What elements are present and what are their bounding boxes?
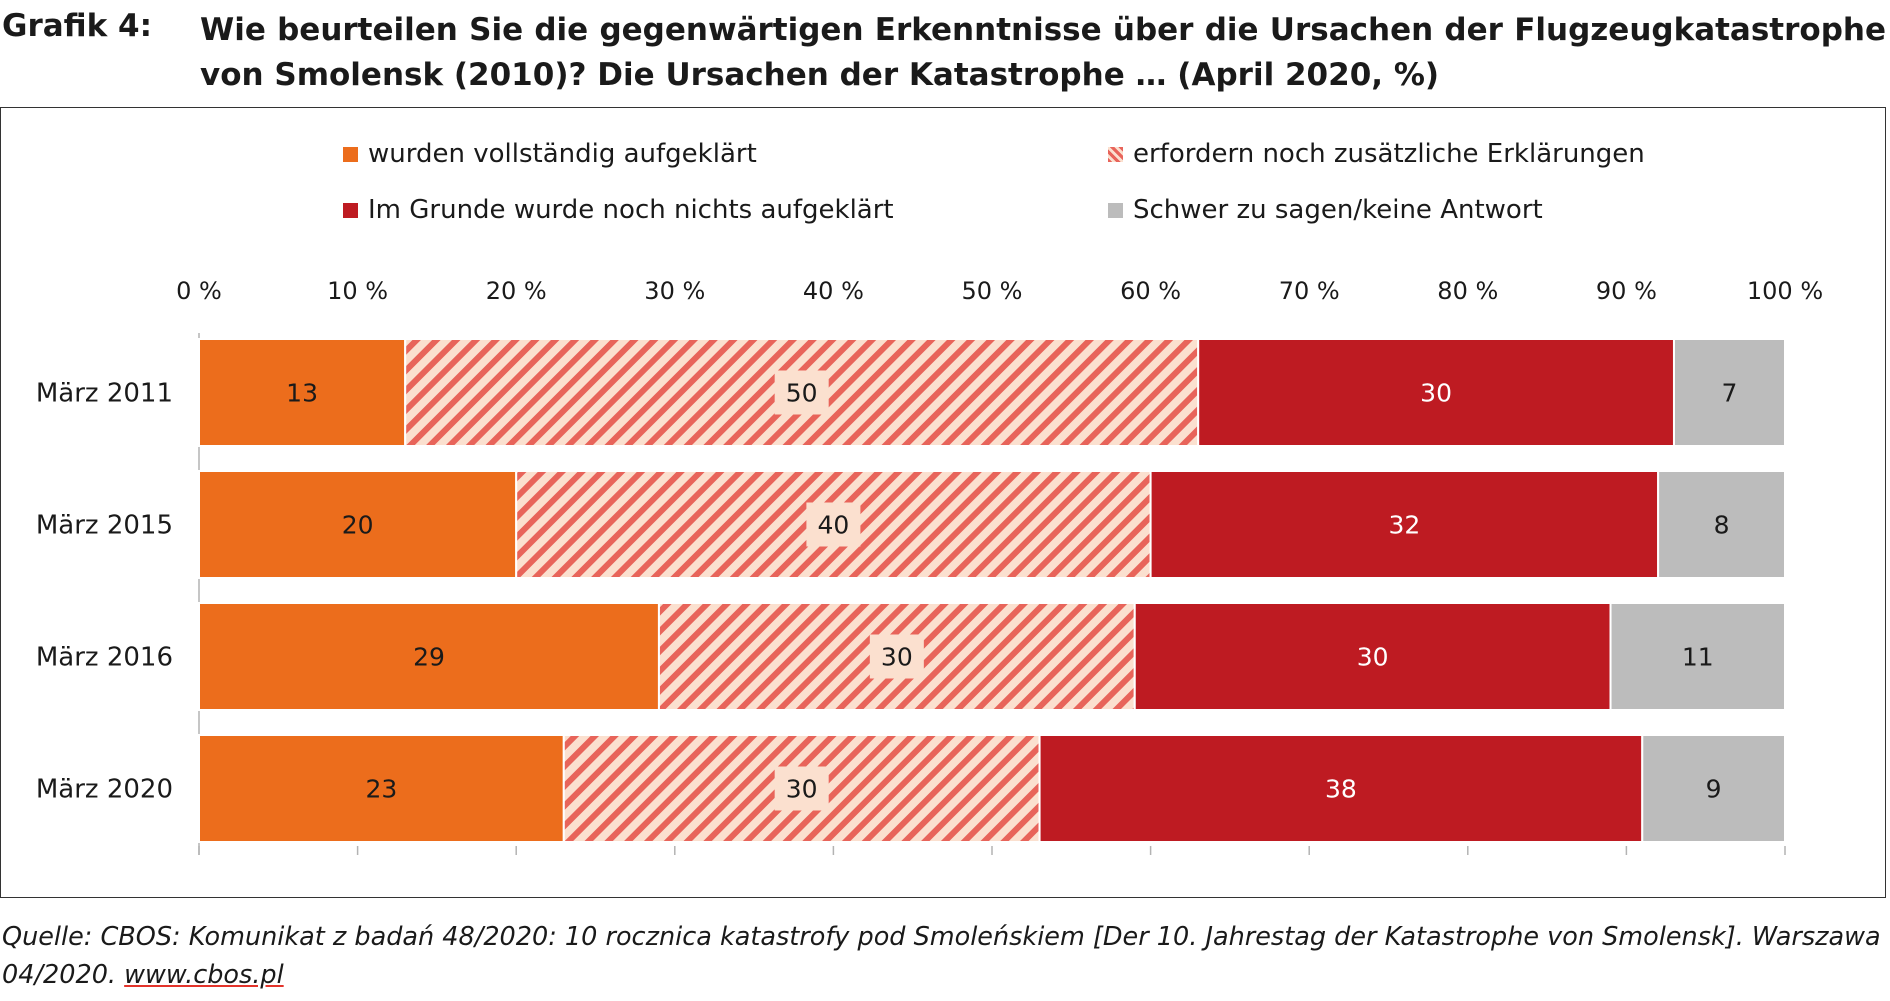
bar-segment (562, 734, 1041, 843)
data-label: 29 (413, 643, 445, 672)
legend-label: wurden vollständig aufgeklärt (368, 139, 757, 169)
bar-segment (198, 470, 518, 579)
bar-segment (1133, 602, 1612, 711)
bar-segment (198, 734, 565, 843)
x-tick-label: 40 % (803, 277, 864, 305)
data-label: 32 (1388, 511, 1420, 540)
data-label: 50 (786, 379, 818, 408)
data-label: 23 (365, 775, 397, 804)
data-label-background (869, 634, 924, 679)
legend-item-fully-explained: wurden vollständig aufgeklärt (343, 139, 757, 169)
x-tick-label: 80 % (1437, 277, 1498, 305)
bar-segment (1038, 734, 1644, 843)
source-text: Quelle: CBOS: Komunikat z badań 48/2020:… (2, 922, 1881, 990)
x-tick-label: 10 % (327, 277, 388, 305)
legend-item-no-answer: Schwer zu sagen/keine Antwort (1108, 195, 1543, 225)
data-label: 7 (1722, 379, 1738, 408)
bar-segment (1657, 470, 1786, 579)
source-link[interactable]: www.cbos.pl (124, 960, 284, 990)
data-label: 38 (1325, 775, 1357, 804)
data-label: 30 (1420, 379, 1452, 408)
x-tick-label: 30 % (644, 277, 705, 305)
data-label: 30 (881, 643, 913, 672)
legend-label: Schwer zu sagen/keine Antwort (1133, 195, 1543, 225)
legend-swatch-hatched (1108, 146, 1123, 162)
category-label: März 2015 (36, 511, 173, 541)
legend-label: Im Grunde wurde noch nichts aufgeklärt (368, 195, 894, 225)
data-label: 30 (786, 775, 818, 804)
bar-segment (1149, 470, 1660, 579)
category-label: März 2020 (36, 775, 173, 805)
figure-label: Grafik 4: (2, 8, 153, 44)
data-label: 30 (1357, 643, 1389, 672)
legend-item-nothing-explained: Im Grunde wurde noch nichts aufgeklärt (343, 195, 894, 225)
bar-segment (1609, 602, 1787, 711)
data-label-background (774, 766, 829, 811)
x-tick-label: 90 % (1596, 277, 1657, 305)
legend: wurden vollständig aufgeklärt erfordern … (1, 108, 1885, 248)
x-tick-label: 20 % (486, 277, 547, 305)
bar-segment (198, 338, 407, 447)
legend-swatch-gray (1108, 202, 1123, 218)
data-label: 8 (1714, 511, 1730, 540)
data-label: 11 (1682, 643, 1714, 672)
legend-label: erfordern noch zusätzliche Erklärungen (1133, 139, 1645, 169)
x-tick-label: 60 % (1120, 277, 1181, 305)
chart-title: Wie beurteilen Sie die gegenwärtigen Erk… (200, 12, 1886, 93)
legend-item-need-explanation: erfordern noch zusätzliche Erklärungen (1108, 139, 1645, 169)
legend-swatch-orange (343, 146, 358, 162)
source-note: Quelle: CBOS: Komunikat z badań 48/2020:… (2, 918, 1882, 994)
x-tick-label: 0 % (176, 277, 222, 305)
data-label-background (774, 370, 829, 415)
category-label: März 2011 (36, 379, 173, 409)
data-label: 9 (1706, 775, 1722, 804)
legend-swatch-dark-red (343, 202, 358, 218)
data-label-background (806, 502, 861, 547)
x-tick-label: 50 % (962, 277, 1023, 305)
data-label: 40 (817, 511, 849, 540)
x-tick-label: 100 % (1747, 277, 1823, 305)
data-label: 20 (342, 511, 374, 540)
data-label: 13 (286, 379, 318, 408)
bar-segment (198, 602, 660, 711)
chart-frame: wurden vollständig aufgeklärt erfordern … (0, 107, 1886, 898)
bar-segment (1672, 338, 1786, 447)
bar-segment (1641, 734, 1787, 843)
x-tick-label: 70 % (1279, 277, 1340, 305)
category-label: März 2016 (36, 643, 173, 673)
